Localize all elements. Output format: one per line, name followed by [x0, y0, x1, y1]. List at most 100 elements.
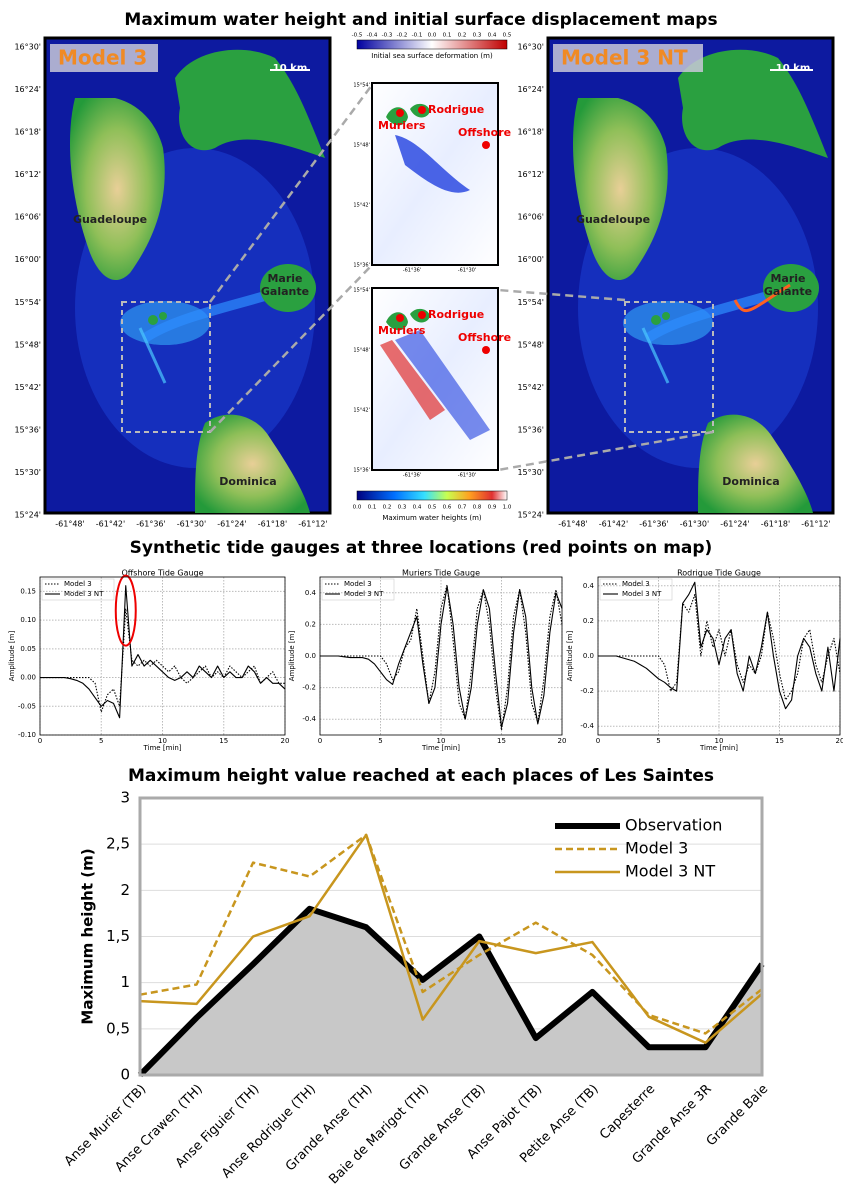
chart-title: Rodrigue Tide Gauge — [677, 569, 761, 578]
lon-label: -61°36' — [639, 520, 668, 529]
y-axis-label: Amplitude [m] — [288, 631, 296, 682]
series-line — [598, 581, 841, 710]
chart-title: Offshore Tide Gauge — [121, 569, 203, 578]
inset-height-field — [380, 340, 445, 420]
y-tick-label: 0.05 — [20, 645, 36, 653]
colorbar-tick: 0.2 — [383, 505, 392, 511]
legend-label: Model 3 NT — [625, 862, 715, 881]
inset-lat-label: 15°42' — [353, 408, 370, 414]
colorbar-tick: 1.0 — [503, 505, 512, 511]
inset-lat-label: 15°42' — [353, 203, 370, 209]
colorbar-tick: 0.4 — [413, 505, 422, 511]
plot-frame — [39, 576, 286, 736]
gauge-point — [396, 314, 404, 322]
colorbar-label: Maximum water heights (m) — [382, 514, 482, 522]
lon-label: -61°24' — [217, 520, 246, 529]
zoom-lines — [208, 84, 714, 472]
y-tick-label: 0.2 — [305, 620, 316, 628]
x-tick-label: 15 — [775, 737, 784, 745]
map-label: Model 3 — [58, 46, 147, 70]
plot-frame — [138, 796, 764, 1077]
x-tick-label: 0 — [318, 737, 322, 745]
x-tick-label: 0 — [596, 737, 600, 745]
inset-deformation-field — [395, 135, 470, 193]
lat-label: 16°30' — [517, 43, 544, 52]
colorbar-tick: 0.9 — [488, 505, 497, 511]
colorbar-tick: 0.2 — [458, 33, 467, 39]
x-tick-label: 15 — [497, 737, 506, 745]
label-box — [553, 44, 703, 72]
colorbar-tick: 0.0 — [353, 505, 362, 511]
plot-frame — [319, 576, 563, 736]
x-tick-label: 10 — [715, 737, 724, 745]
lon-label: -61°30' — [177, 520, 206, 529]
y-tick-label: 0 — [120, 1066, 130, 1084]
gauge-label: Muriers — [378, 324, 426, 337]
place-label: Dominica — [722, 475, 779, 488]
chart-title: Muriers Tide Gauge — [402, 569, 480, 578]
colorbar-tick: 0.6 — [443, 505, 452, 511]
colorbar-tick: 0.4 — [488, 33, 497, 39]
colorbar-tick: -0.4 — [367, 33, 378, 39]
colorbar-tick: 0.3 — [473, 33, 482, 39]
place-label: Marie Galante — [763, 272, 813, 298]
legend-label: Model 3 NT — [622, 590, 662, 598]
legend-label: Model 3 — [64, 580, 92, 588]
x-tick-label: 5 — [99, 737, 103, 745]
legend-label: Model 3 — [622, 580, 650, 588]
inset-lat-label: 15°48' — [353, 348, 370, 354]
x-tick-label: 10 — [158, 737, 167, 745]
y-tick-label: -0.10 — [18, 731, 36, 739]
place-label: Dominica — [219, 475, 276, 488]
y-tick-label: 0.2 — [583, 617, 594, 625]
lat-label: 15°30' — [517, 468, 544, 477]
place-label: Guadeloupe — [576, 213, 650, 226]
inset-lon-label: -61°36' — [403, 268, 421, 274]
series-line — [320, 585, 563, 728]
plot-frame — [597, 576, 841, 736]
place-label: Guadeloupe — [73, 213, 147, 226]
lon-label: -61°18' — [761, 520, 790, 529]
lon-label: -61°42' — [96, 520, 125, 529]
colorbar-tick: -0.3 — [382, 33, 393, 39]
y-tick-label: 0.15 — [20, 587, 36, 595]
place-label: Marie Galante — [260, 272, 310, 298]
lat-label: 16°18' — [517, 128, 544, 137]
lon-label: -61°12' — [298, 520, 327, 529]
y-tick-label: 0.00 — [20, 674, 36, 682]
colorbar-tick: -0.5 — [352, 33, 363, 39]
colorbar-tick: -0.1 — [412, 33, 423, 39]
y-axis-label: Maximum height (m) — [79, 848, 97, 1024]
lon-label: -61°30' — [680, 520, 709, 529]
inset-lat-label: 15°36' — [353, 468, 370, 474]
inset-lat-label: 15°54' — [353, 288, 370, 294]
y-tick-label: -0.4 — [302, 715, 316, 723]
legend-box — [599, 578, 673, 601]
legend-label: Observation — [625, 816, 722, 835]
legend-label: Model 3 NT — [64, 590, 104, 598]
x-tick-label: 10 — [437, 737, 446, 745]
series-line — [40, 608, 285, 713]
lat-label: 15°48' — [517, 340, 544, 349]
colorbar-label: Initial sea surface deformation (m) — [371, 52, 493, 60]
lat-label: 15°36' — [14, 425, 41, 434]
series-line — [598, 594, 841, 701]
x-axis-label: Time [min] — [142, 744, 181, 752]
colorbar — [356, 490, 508, 501]
lat-label: 15°42' — [14, 383, 41, 392]
colorbar-tick: 0.1 — [443, 33, 452, 39]
lat-label: 16°12' — [517, 170, 544, 179]
lon-label: -61°48' — [55, 520, 84, 529]
map-label: Model 3 NT — [561, 46, 688, 70]
x-tick-label: 5 — [378, 737, 382, 745]
lon-label: -61°12' — [801, 520, 830, 529]
section-title: Synthetic tide gauges at three locations… — [130, 538, 713, 558]
gauge-point — [482, 141, 490, 149]
y-tick-label: -0.2 — [302, 684, 316, 692]
lat-label: 16°00' — [517, 255, 544, 264]
lat-label: 16°24' — [14, 85, 41, 94]
x-tick-label: Anse Rodrigue (TH) — [219, 1082, 319, 1182]
lon-label: -61°36' — [136, 520, 165, 529]
annotation-ellipse — [114, 574, 137, 647]
